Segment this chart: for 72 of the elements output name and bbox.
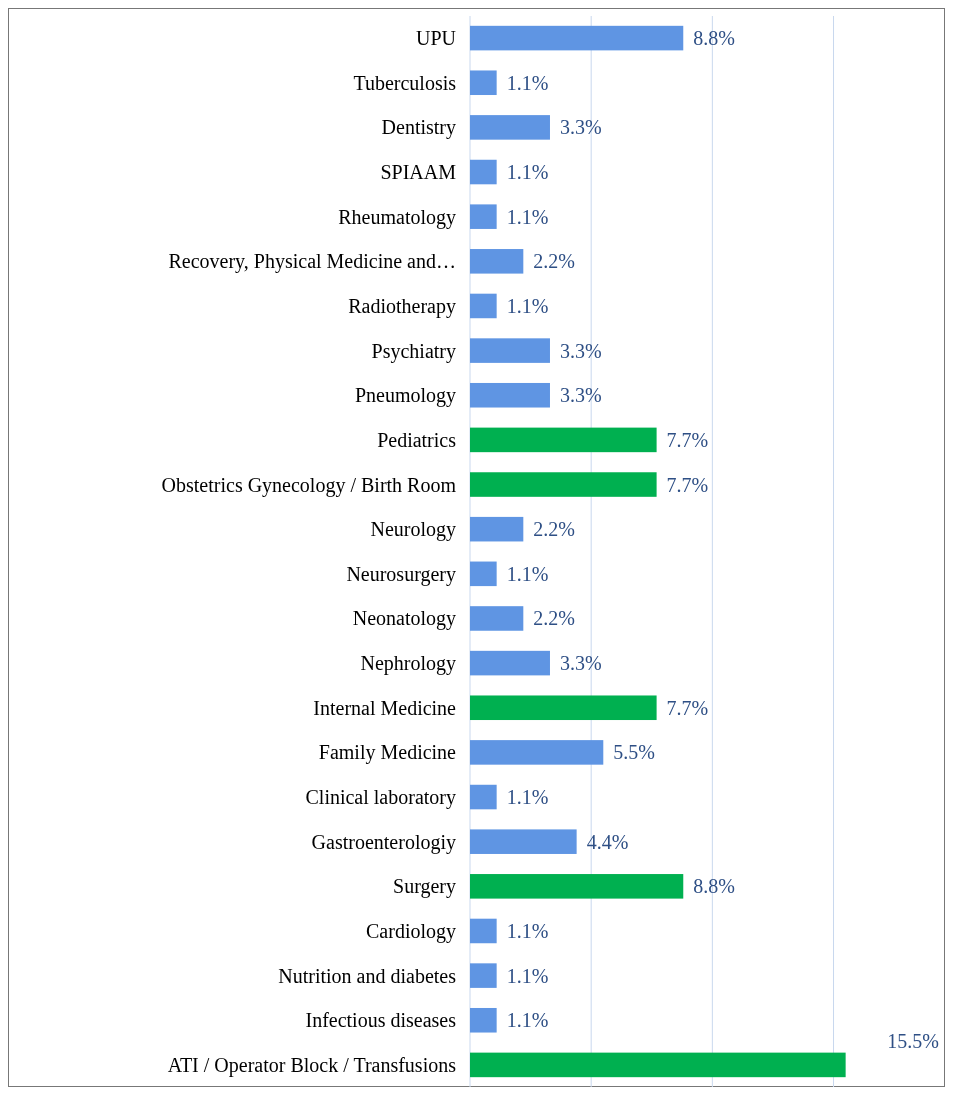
bar — [470, 1052, 846, 1078]
y-tick-label: Neurology — [370, 518, 456, 542]
data-label: 1.1% — [506, 71, 549, 94]
bar — [470, 918, 497, 944]
data-label: 3.3% — [559, 339, 602, 362]
y-tick-label: Pneumology — [354, 384, 456, 408]
y-tick-label: UPU — [415, 27, 457, 50]
data-label: 4.4% — [586, 830, 629, 853]
data-label: 1.1% — [506, 1009, 549, 1032]
data-label: 3.3% — [559, 652, 602, 675]
bar — [470, 472, 657, 497]
y-tick-label: Rheumatology — [338, 205, 456, 229]
data-label: 1.1% — [506, 919, 549, 942]
bar — [470, 650, 550, 676]
y-tick-label: Infectious diseases — [305, 1009, 457, 1032]
data-label: 1.1% — [506, 294, 549, 317]
data-label: 8.8% — [693, 27, 735, 50]
data-label: 2.2% — [533, 250, 575, 273]
bar — [470, 338, 550, 363]
y-tick-label: Recovery, Physical Medicine and… — [168, 250, 456, 274]
y-tick-label: Dentistry — [381, 116, 456, 140]
bar — [470, 427, 657, 453]
y-tick-label: Cardiology — [366, 919, 456, 943]
bar — [470, 963, 497, 988]
y-tick-label: Family Medicine — [318, 741, 457, 765]
y-tick-label: Radiotherapy — [348, 294, 456, 318]
bar — [470, 1007, 497, 1033]
data-label: 7.7% — [666, 696, 709, 719]
y-tick-label: Internal Medicine — [313, 696, 457, 719]
data-label: 7.7% — [666, 473, 709, 496]
y-tick-label: Tuberculosis — [353, 71, 457, 94]
data-label: 1.1% — [506, 161, 549, 184]
data-label: 7.7% — [666, 428, 709, 451]
data-label: 1.1% — [506, 786, 549, 809]
bar — [470, 382, 550, 408]
bar — [470, 115, 550, 140]
y-tick-label: SPIAAM — [380, 161, 457, 184]
data-label: 1.1% — [506, 562, 549, 585]
bar — [470, 829, 577, 854]
data-label: 3.3% — [559, 384, 602, 407]
bar — [470, 874, 684, 899]
bar — [470, 159, 497, 185]
data-label: 8.8% — [693, 875, 735, 898]
data-label: 5.5% — [613, 741, 655, 764]
y-tick-label: Neurosurgery — [346, 562, 456, 586]
bar — [470, 70, 497, 96]
data-label: 2.2% — [533, 607, 575, 630]
data-label: 15.5% — [887, 1029, 939, 1052]
bar — [470, 204, 497, 229]
data-label: 1.1% — [506, 964, 549, 987]
y-tick-label: Pediatrics — [377, 428, 457, 451]
bar — [470, 293, 497, 319]
y-tick-label: Obstetrics Gynecology / Birth Room — [161, 473, 457, 497]
y-tick-label: ATI / Operator Block / Transfusions — [167, 1053, 457, 1077]
data-label: 2.2% — [533, 518, 575, 541]
y-tick-label: Psychiatry — [371, 339, 456, 363]
bar — [470, 695, 657, 721]
y-tick-label: Surgery — [393, 875, 456, 899]
y-tick-label: Nephrology — [360, 652, 456, 676]
bar — [470, 516, 524, 542]
bar — [470, 740, 604, 765]
y-tick-label: Gastroenterologiy — [311, 830, 456, 854]
bar — [470, 25, 684, 51]
y-tick-label: Nutrition and diabetes — [278, 964, 457, 987]
data-label: 1.1% — [506, 205, 549, 228]
y-tick-label: Neonatology — [352, 607, 456, 631]
bar — [470, 784, 497, 810]
data-label: 3.3% — [559, 116, 602, 139]
bar — [470, 561, 497, 587]
bar — [470, 606, 524, 631]
y-tick-label: Clinical laboratory — [305, 786, 456, 810]
bar — [470, 249, 524, 274]
